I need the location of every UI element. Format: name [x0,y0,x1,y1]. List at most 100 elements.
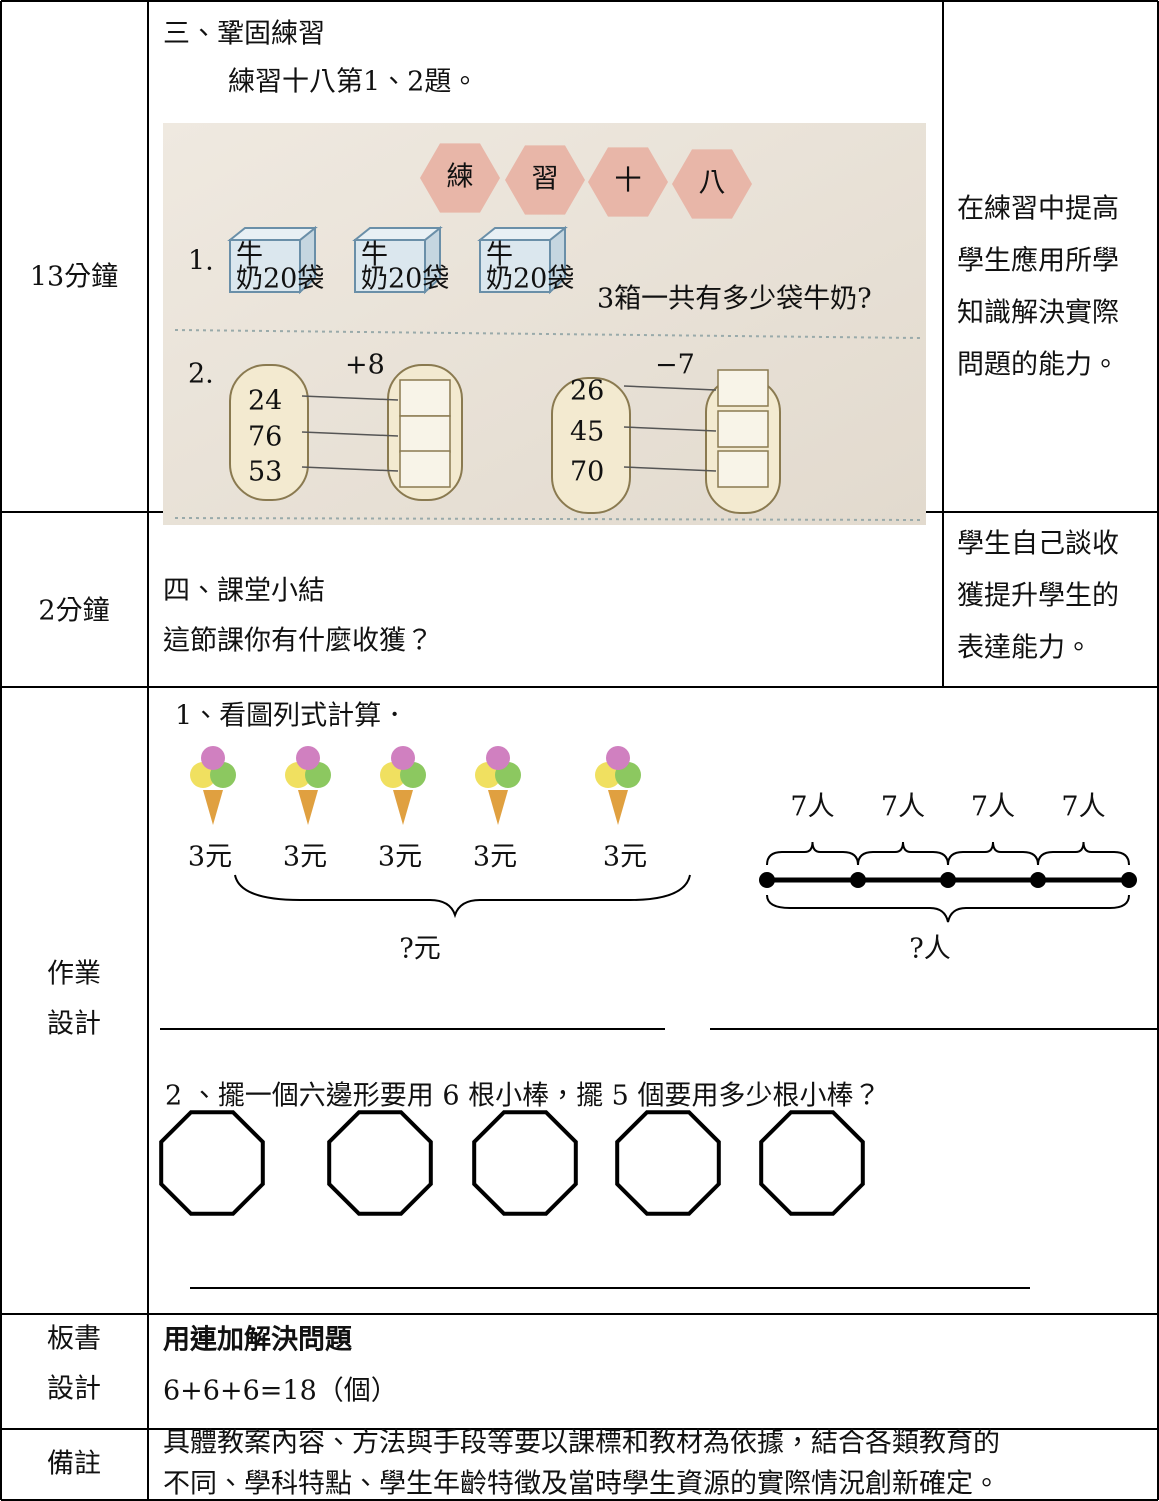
number: 45 [570,417,604,448]
question-number: 2. [188,359,214,390]
banner-char: 十 [615,166,642,197]
icecream-cone [203,790,223,825]
answer-box [399,450,451,488]
box-text: 牛 [486,240,513,271]
number: 70 [570,457,604,488]
icecream-cone [393,790,413,825]
milk-box [479,239,551,293]
dotted-divider [174,517,921,521]
box-text: 牛 [236,240,263,271]
number: 26 [570,376,604,407]
purpose-line: 獲提升學生的 [957,581,1119,612]
answer-box [717,410,769,448]
number: 53 [248,457,282,488]
brace [766,894,1130,923]
octagon [759,1110,865,1216]
arrow [623,426,717,432]
operation: +8 [345,350,385,381]
number-line-dot [940,872,956,888]
board-title: 用連加解決問題 [163,1325,353,1356]
number-line-dot [1030,872,1046,888]
section-label: 備註 [47,1449,101,1480]
purpose-line: 知識解決實際 [957,298,1119,329]
arrow [301,431,399,437]
price-label: 3元 [603,842,647,873]
section-label: 設計 [47,1374,101,1405]
banner-char: 練 [447,162,474,193]
octagon [615,1110,721,1216]
dotted-divider [174,329,921,339]
arrow [623,466,717,472]
homework-question: 2 、擺一個六邊形要用 6 根小棒，擺 5 個要用多少根小棒？ [165,1081,880,1112]
icecream-cone [608,790,628,825]
brace [947,841,1039,866]
arrow [301,395,399,401]
answer-box [399,415,451,453]
price-label: 3元 [188,842,232,873]
milk-box [354,239,426,293]
number-capsule [551,377,631,514]
note-line: 不同、學科特點、學生年齡特徵及當時學生資源的實際情況創新確定。 [163,1469,1000,1500]
box-text: 奶20袋 [236,264,324,295]
board-content: 6+6+6=18（個） [163,1376,398,1407]
milk-box-top [352,227,443,241]
section-label: 作業 [47,959,101,990]
answer-box [717,369,769,407]
operation: −7 [655,350,695,381]
price-label: 3元 [473,842,517,873]
total-label: ?元 [399,934,440,965]
purpose-line: 學生自己談收 [957,529,1119,560]
arrow [623,385,717,391]
icecream-cone [488,790,508,825]
milk-box-top [227,227,318,241]
icecream-scoop [606,746,630,770]
banner-char: 八 [699,168,726,199]
number-line-dot [1121,872,1137,888]
brace [1037,841,1130,866]
icecream-scoop [486,746,510,770]
purpose-line: 表達能力。 [957,633,1092,664]
purpose-line: 問題的能力。 [957,350,1119,381]
number-line-dot [759,872,775,888]
note-line: 具體教案內容、方法與手段等要以課標和教材為依據，結合各類教育的 [163,1428,1000,1459]
brace [766,841,859,866]
group-label: 7人 [790,792,834,823]
step-detail: 練習十八第1、2題。 [228,67,478,98]
octagon [472,1110,578,1216]
group-label: 7人 [1061,792,1105,823]
arrow [301,466,399,472]
answer-box [717,450,769,488]
box-text: 奶20袋 [486,264,574,295]
milk-box-top [477,227,568,241]
price-label: 3元 [378,842,422,873]
step-heading: 三、鞏固練習 [163,19,325,50]
price-label: 3元 [283,842,327,873]
group-label: 7人 [971,792,1015,823]
octagon [159,1110,265,1216]
box-text: 牛 [361,240,388,271]
banner-hexagon [505,145,585,215]
step-heading: 四、課堂小結 [163,576,325,607]
homework-question: 1、看圖列式計算． [175,701,408,732]
purpose-line: 學生應用所學 [957,246,1119,277]
brace [857,841,949,866]
banner-hexagon [588,147,668,217]
step-detail: 這節課你有什麼收獲？ [163,626,433,657]
purpose-line: 在練習中提高 [957,194,1119,225]
octagon [327,1110,433,1216]
banner-hexagon [420,143,500,213]
box-text: 奶20袋 [361,264,449,295]
answer-box [399,379,451,417]
section-label: 板書 [47,1324,101,1355]
icecream-cone [298,790,318,825]
number-line-dot [850,872,866,888]
number: 24 [248,386,282,417]
question-text: 3箱一共有多少袋牛奶? [597,284,872,315]
group-label: 7人 [881,792,925,823]
total-label: ?人 [909,934,950,965]
time-label: 13分鐘 [30,262,118,293]
section-label: 設計 [47,1009,101,1040]
number: 76 [248,422,282,453]
brace [234,874,691,919]
